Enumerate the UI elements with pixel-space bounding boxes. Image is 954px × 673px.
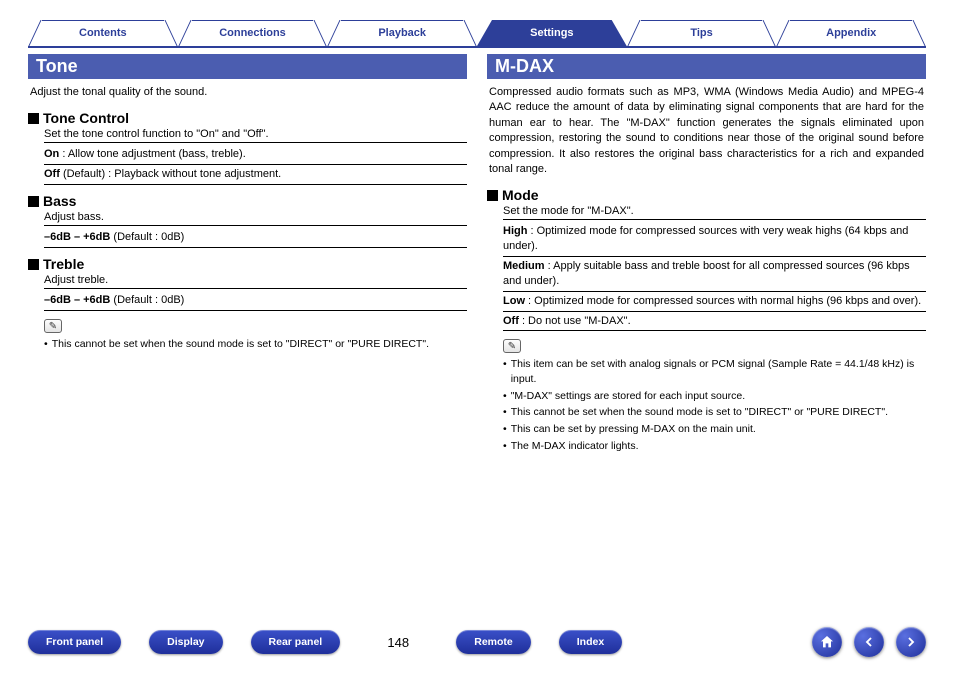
setting-row: –6dB – +6dB (Default : 0dB) (44, 228, 467, 248)
home-icon (819, 634, 835, 650)
row-rest: : Optimized mode for compressed sources … (503, 225, 908, 252)
row-bold: Off (503, 315, 519, 327)
home-button[interactable] (812, 627, 842, 657)
footer-button-display[interactable]: Display (149, 630, 222, 654)
footer-button-label: Remote (474, 636, 513, 648)
tab-label: Appendix (826, 27, 876, 39)
setting-row: Off (Default) : Playback without tone ad… (44, 165, 467, 185)
pencil-note-icon: ✎ (503, 339, 521, 353)
left-intro: Adjust the tonal quality of the sound. (28, 85, 467, 100)
row-rest: : Optimized mode for compressed sources … (525, 295, 921, 307)
setting-row: High : Optimized mode for compressed sou… (503, 222, 926, 257)
row-rest: (Default : 0dB) (110, 294, 184, 306)
tab-label: Contents (79, 27, 127, 39)
arrow-left-button[interactable] (854, 627, 884, 657)
top-tabs: Contents Connections Playback Settings Tips A… (28, 20, 926, 48)
left-heading: Treble (28, 256, 467, 272)
tab-label: Connections (219, 27, 286, 39)
note-text: The M-DAX indicator lights. (511, 439, 639, 454)
setting-row: On : Allow tone adjustment (bass, treble… (44, 145, 467, 165)
row-rest: : Do not use "M-DAX". (519, 315, 631, 327)
left-heading: Tone Control (28, 110, 467, 126)
page-number: 148 (368, 635, 428, 650)
row-bold: –6dB – +6dB (44, 294, 110, 306)
heading-text: Mode (502, 187, 539, 203)
row-bold: Low (503, 295, 525, 307)
note-text: This cannot be set when the sound mode i… (52, 337, 429, 352)
heading-text: Bass (43, 193, 76, 209)
row-rest: : Apply suitable bass and treble boost f… (503, 260, 910, 287)
footer-button-label: Front panel (46, 636, 103, 648)
setting-row: Medium : Apply suitable bass and treble … (503, 257, 926, 292)
left-desc: Adjust treble. (44, 274, 467, 289)
note-item: This can be set by pressing M-DAX on the… (503, 422, 926, 437)
row-rest: (Default) : Playback without tone adjust… (60, 168, 281, 180)
setting-row: Low : Optimized mode for compressed sour… (503, 292, 926, 312)
footer-button-remote[interactable]: Remote (456, 630, 531, 654)
note-list: This cannot be set when the sound mode i… (28, 337, 467, 352)
note-text: This can be set by pressing M-DAX on the… (511, 422, 756, 437)
right-intro: Compressed audio formats such as MP3, WM… (487, 85, 926, 177)
row-bold: Medium (503, 260, 545, 272)
tab-label: Tips (690, 27, 712, 39)
row-rest: : Allow tone adjustment (bass, treble). (59, 148, 245, 160)
square-bullet-icon (28, 196, 39, 207)
square-bullet-icon (487, 190, 498, 201)
left-desc: Adjust bass. (44, 211, 467, 226)
footer-button-label: Index (577, 636, 604, 648)
note-item: The M-DAX indicator lights. (503, 439, 926, 454)
heading-text: Tone Control (43, 110, 129, 126)
arrow-left-icon (861, 634, 877, 650)
tab-contents[interactable]: Contents (28, 20, 178, 46)
left-heading: Bass (28, 193, 467, 209)
tab-playback[interactable]: Playback (327, 20, 477, 46)
note-item: This item can be set with analog signals… (503, 357, 926, 386)
pencil-note-icon: ✎ (44, 319, 62, 333)
footer-button-index[interactable]: Index (559, 630, 622, 654)
row-bold: Off (44, 168, 60, 180)
footer-button-label: Display (167, 636, 204, 648)
left-desc: Set the tone control function to "On" an… (44, 128, 467, 143)
tab-tips[interactable]: Tips (627, 20, 777, 46)
tab-label: Settings (530, 27, 573, 39)
note-item: This cannot be set when the sound mode i… (503, 405, 926, 420)
tab-appendix[interactable]: Appendix (776, 20, 926, 46)
tab-connections[interactable]: Connections (178, 20, 328, 46)
right-title-banner: M-DAX (487, 54, 926, 79)
footer-button-label: Rear panel (269, 636, 323, 648)
tab-settings[interactable]: Settings (477, 20, 627, 46)
note-item: This cannot be set when the sound mode i… (44, 337, 467, 352)
note-item: "M-DAX" settings are stored for each inp… (503, 389, 926, 404)
arrow-right-icon (903, 634, 919, 650)
note-text: "M-DAX" settings are stored for each inp… (511, 389, 745, 404)
tab-label: Playback (378, 27, 426, 39)
row-bold: High (503, 225, 527, 237)
footer-button-front-panel[interactable]: Front panel (28, 630, 121, 654)
square-bullet-icon (28, 113, 39, 124)
setting-row: –6dB – +6dB (Default : 0dB) (44, 291, 467, 311)
note-list: This item can be set with analog signals… (487, 357, 926, 453)
footer-bar: Front panel Display Rear panel 148 Remote I… (0, 627, 954, 657)
left-title-banner: Tone (28, 54, 467, 79)
square-bullet-icon (28, 259, 39, 270)
row-bold: On (44, 148, 59, 160)
setting-row: Off : Do not use "M-DAX". (503, 312, 926, 332)
footer-button-rear-panel[interactable]: Rear panel (251, 630, 341, 654)
heading-text: Treble (43, 256, 84, 272)
right-desc: Set the mode for "M-DAX". (503, 205, 926, 220)
note-text: This item can be set with analog signals… (511, 357, 926, 386)
right-heading: Mode (487, 187, 926, 203)
arrow-right-button[interactable] (896, 627, 926, 657)
note-text: This cannot be set when the sound mode i… (511, 405, 888, 420)
row-bold: –6dB – +6dB (44, 231, 110, 243)
row-rest: (Default : 0dB) (110, 231, 184, 243)
